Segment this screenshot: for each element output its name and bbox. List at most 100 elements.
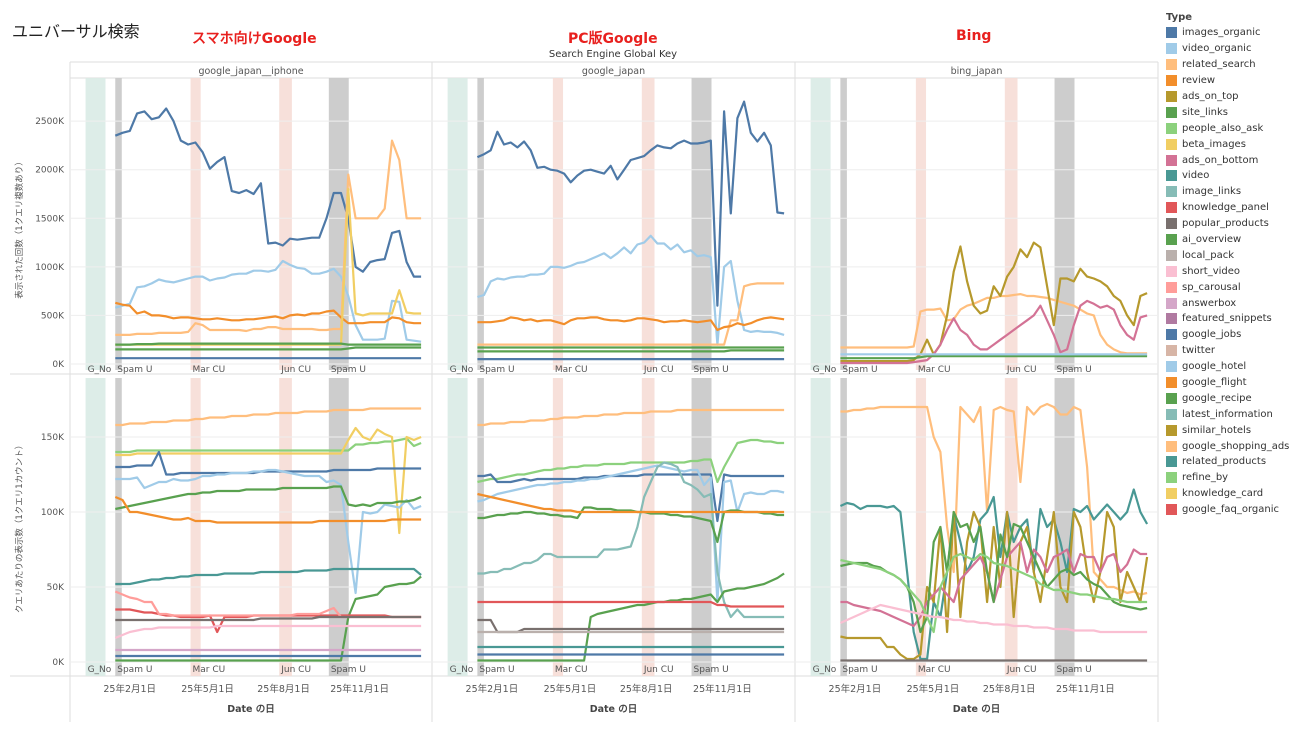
- legend-item[interactable]: refine_by: [1166, 470, 1296, 486]
- legend-label: short_video: [1182, 265, 1241, 277]
- legend-label: knowledge_panel: [1182, 202, 1269, 214]
- event-band: [552, 378, 564, 676]
- panel-title-pc-google: PC版Google: [568, 31, 658, 47]
- legend-label: latest_information: [1182, 408, 1273, 420]
- event-band: [279, 378, 292, 676]
- legend-swatch: [1166, 329, 1177, 341]
- series-line-review: [114, 495, 422, 524]
- legend-item[interactable]: sp_carousal: [1166, 279, 1296, 295]
- legend-item[interactable]: google_recipe: [1166, 390, 1296, 406]
- legend-item[interactable]: local_pack: [1166, 247, 1296, 263]
- legend: Type images_organic video_organic related_…: [1166, 12, 1296, 518]
- legend-label: google_shopping_ads: [1182, 440, 1290, 452]
- series-line-related_search: [840, 293, 1148, 355]
- legend-item[interactable]: google_flight: [1166, 375, 1296, 391]
- x-tick-label: 25年5月1日: [907, 683, 960, 695]
- legend-item[interactable]: ads_on_bottom: [1166, 152, 1296, 168]
- event-band: [840, 78, 847, 370]
- legend-swatch: [1166, 59, 1177, 71]
- legend-label: video_organic: [1182, 43, 1252, 55]
- legend-label: related_products: [1182, 456, 1267, 468]
- legend-item[interactable]: related_products: [1166, 454, 1296, 470]
- x-axis-label: Date の日: [590, 704, 638, 715]
- legend-item[interactable]: site_links: [1166, 104, 1296, 120]
- series-line-site_links: [477, 506, 785, 544]
- legend-swatch: [1166, 488, 1177, 500]
- legend-item[interactable]: knowledge_card: [1166, 486, 1296, 502]
- legend-item[interactable]: twitter: [1166, 343, 1296, 359]
- legend-label: google_jobs: [1182, 329, 1242, 341]
- legend-swatch: [1166, 122, 1177, 134]
- y-axis-label: 表示された回数（1クエリ複数あり）: [14, 157, 25, 298]
- legend-item[interactable]: beta_images: [1166, 136, 1296, 152]
- x-tick-label: 25年2月1日: [829, 683, 882, 695]
- legend-item[interactable]: latest_information: [1166, 406, 1296, 422]
- legend-item[interactable]: google_jobs: [1166, 327, 1296, 343]
- legend-swatch: [1166, 202, 1177, 214]
- legend-item[interactable]: similar_hotels: [1166, 422, 1296, 438]
- legend-item[interactable]: google_faq_organic: [1166, 502, 1296, 518]
- legend-item[interactable]: knowledge_panel: [1166, 200, 1296, 216]
- legend-swatch: [1166, 361, 1177, 373]
- legend-item[interactable]: popular_products: [1166, 216, 1296, 232]
- series-line-video_organic: [115, 468, 422, 595]
- legend-item[interactable]: ads_on_top: [1166, 89, 1296, 105]
- series-line-site_links: [115, 485, 422, 511]
- series-line-ads_on_bottom: [840, 299, 1148, 365]
- legend-label: google_recipe: [1182, 392, 1252, 404]
- series-line-beta_images: [115, 426, 422, 535]
- event-band: [190, 378, 201, 676]
- legend-item[interactable]: image_links: [1166, 184, 1296, 200]
- legend-item[interactable]: ai_overview: [1166, 232, 1296, 248]
- legend-label: site_links: [1182, 106, 1228, 118]
- legend-item[interactable]: images_organic: [1166, 25, 1296, 41]
- legend-item[interactable]: answerbox: [1166, 295, 1296, 311]
- event-label: Spam U: [1057, 365, 1092, 375]
- legend-swatch: [1166, 281, 1177, 293]
- legend-swatch: [1166, 186, 1177, 198]
- legend-item[interactable]: video_organic: [1166, 41, 1296, 57]
- event-label: Jun CU: [1006, 365, 1037, 375]
- legend-swatch: [1166, 392, 1177, 404]
- legend-swatch: [1166, 75, 1177, 87]
- legend-swatch: [1166, 424, 1177, 436]
- series-line-images_organic: [115, 450, 422, 476]
- event-label: Spam U: [842, 665, 877, 675]
- y-tick-label: 50K: [47, 583, 65, 593]
- series-line-short_video: [839, 603, 1148, 634]
- legend-label: ads_on_bottom: [1182, 154, 1259, 166]
- legend-item[interactable]: related_search: [1166, 57, 1296, 73]
- legend-item[interactable]: people_also_ask: [1166, 120, 1296, 136]
- legend-label: images_organic: [1182, 27, 1261, 39]
- x-tick-label: 25年8月1日: [620, 683, 673, 695]
- y-axis-label: クエリあたりの表示数（1クエリ1カウント）: [14, 441, 25, 613]
- series-line-video_organic: [477, 464, 785, 604]
- legend-item[interactable]: video: [1166, 168, 1296, 184]
- legend-swatch: [1166, 377, 1177, 389]
- y-tick-label: 2000K: [35, 166, 65, 176]
- series-line-images_organic: [477, 473, 785, 523]
- series-line-image_links: [477, 461, 785, 619]
- series-line-images_organic: [476, 100, 785, 307]
- legend-item[interactable]: featured_snippets: [1166, 311, 1296, 327]
- legend-swatch: [1166, 440, 1177, 452]
- event-band: [279, 78, 292, 370]
- event-label: Mar CU: [918, 665, 951, 675]
- series-line-review: [477, 316, 785, 332]
- legend-label: video: [1182, 170, 1210, 182]
- legend-item[interactable]: google_shopping_ads: [1166, 438, 1296, 454]
- event-label: Spam U: [479, 365, 514, 375]
- legend-item[interactable]: short_video: [1166, 263, 1296, 279]
- x-axis-label: Date の日: [227, 704, 275, 715]
- legend-item[interactable]: review: [1166, 73, 1296, 89]
- legend-label: ads_on_top: [1182, 91, 1239, 102]
- legend-label: review: [1182, 75, 1216, 87]
- series-line-popular_products: [477, 618, 785, 634]
- legend-item[interactable]: google_hotel: [1166, 359, 1296, 375]
- series-line-review: [115, 301, 422, 325]
- event-band: [915, 378, 927, 676]
- legend-label: google_faq_organic: [1182, 504, 1280, 516]
- series-line-short_video: [114, 624, 422, 640]
- event-label: G_No: [813, 665, 837, 675]
- series-line-related_products: [839, 488, 1149, 661]
